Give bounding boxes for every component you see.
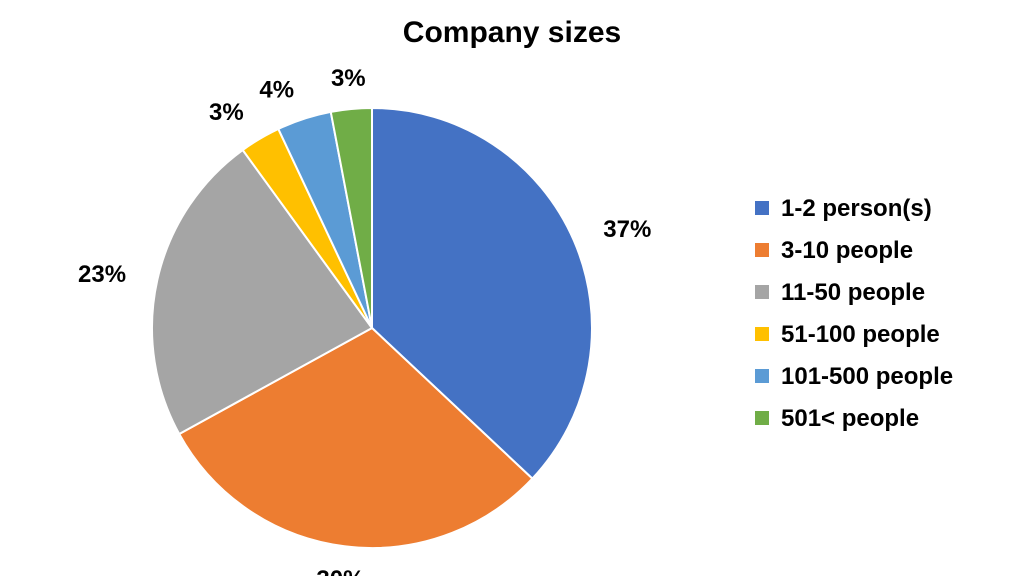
legend-label-501-people: 501< people [781, 405, 919, 432]
data-label-101-500-people: 4% [259, 76, 294, 103]
chart-title: Company sizes [403, 16, 621, 49]
legend-label-11-50-people: 11-50 people [781, 279, 925, 306]
data-label-3-10-people: 30% [316, 566, 364, 576]
pie-slice-1-2-person-s [371, 106, 593, 481]
pie-slices [150, 106, 593, 549]
legend: 1-2 person(s) 3-10 people 11-50 people 51-1… [755, 195, 953, 432]
legend-label-51-100-people: 51-100 people [781, 321, 940, 348]
legend-swatch-501-people [755, 411, 769, 425]
pie-slice-11-50-people [150, 148, 374, 436]
legend-label-101-500-people: 101-500 people [781, 363, 953, 390]
legend-label-1-2-person-s: 1-2 person(s) [781, 195, 932, 222]
legend-swatch-3-10-people [755, 243, 769, 257]
legend-swatch-101-500-people [755, 369, 769, 383]
legend-swatch-1-2-person-s [755, 201, 769, 215]
pie-slice-501-people [329, 106, 373, 329]
legend-swatch-51-100-people [755, 327, 769, 341]
data-label-51-100-people: 3% [209, 99, 244, 126]
data-label-11-50-people: 23% [78, 261, 126, 288]
data-label-501-people: 3% [331, 65, 366, 92]
pie-slice-3-10-people [177, 326, 534, 549]
data-label-1-2-person-s: 37% [603, 216, 651, 243]
legend-label-3-10-people: 3-10 people [781, 237, 913, 264]
legend-swatch-11-50-people [755, 285, 769, 299]
data-labels: 37% 30% 23% 3% 4% 3% [78, 65, 651, 576]
